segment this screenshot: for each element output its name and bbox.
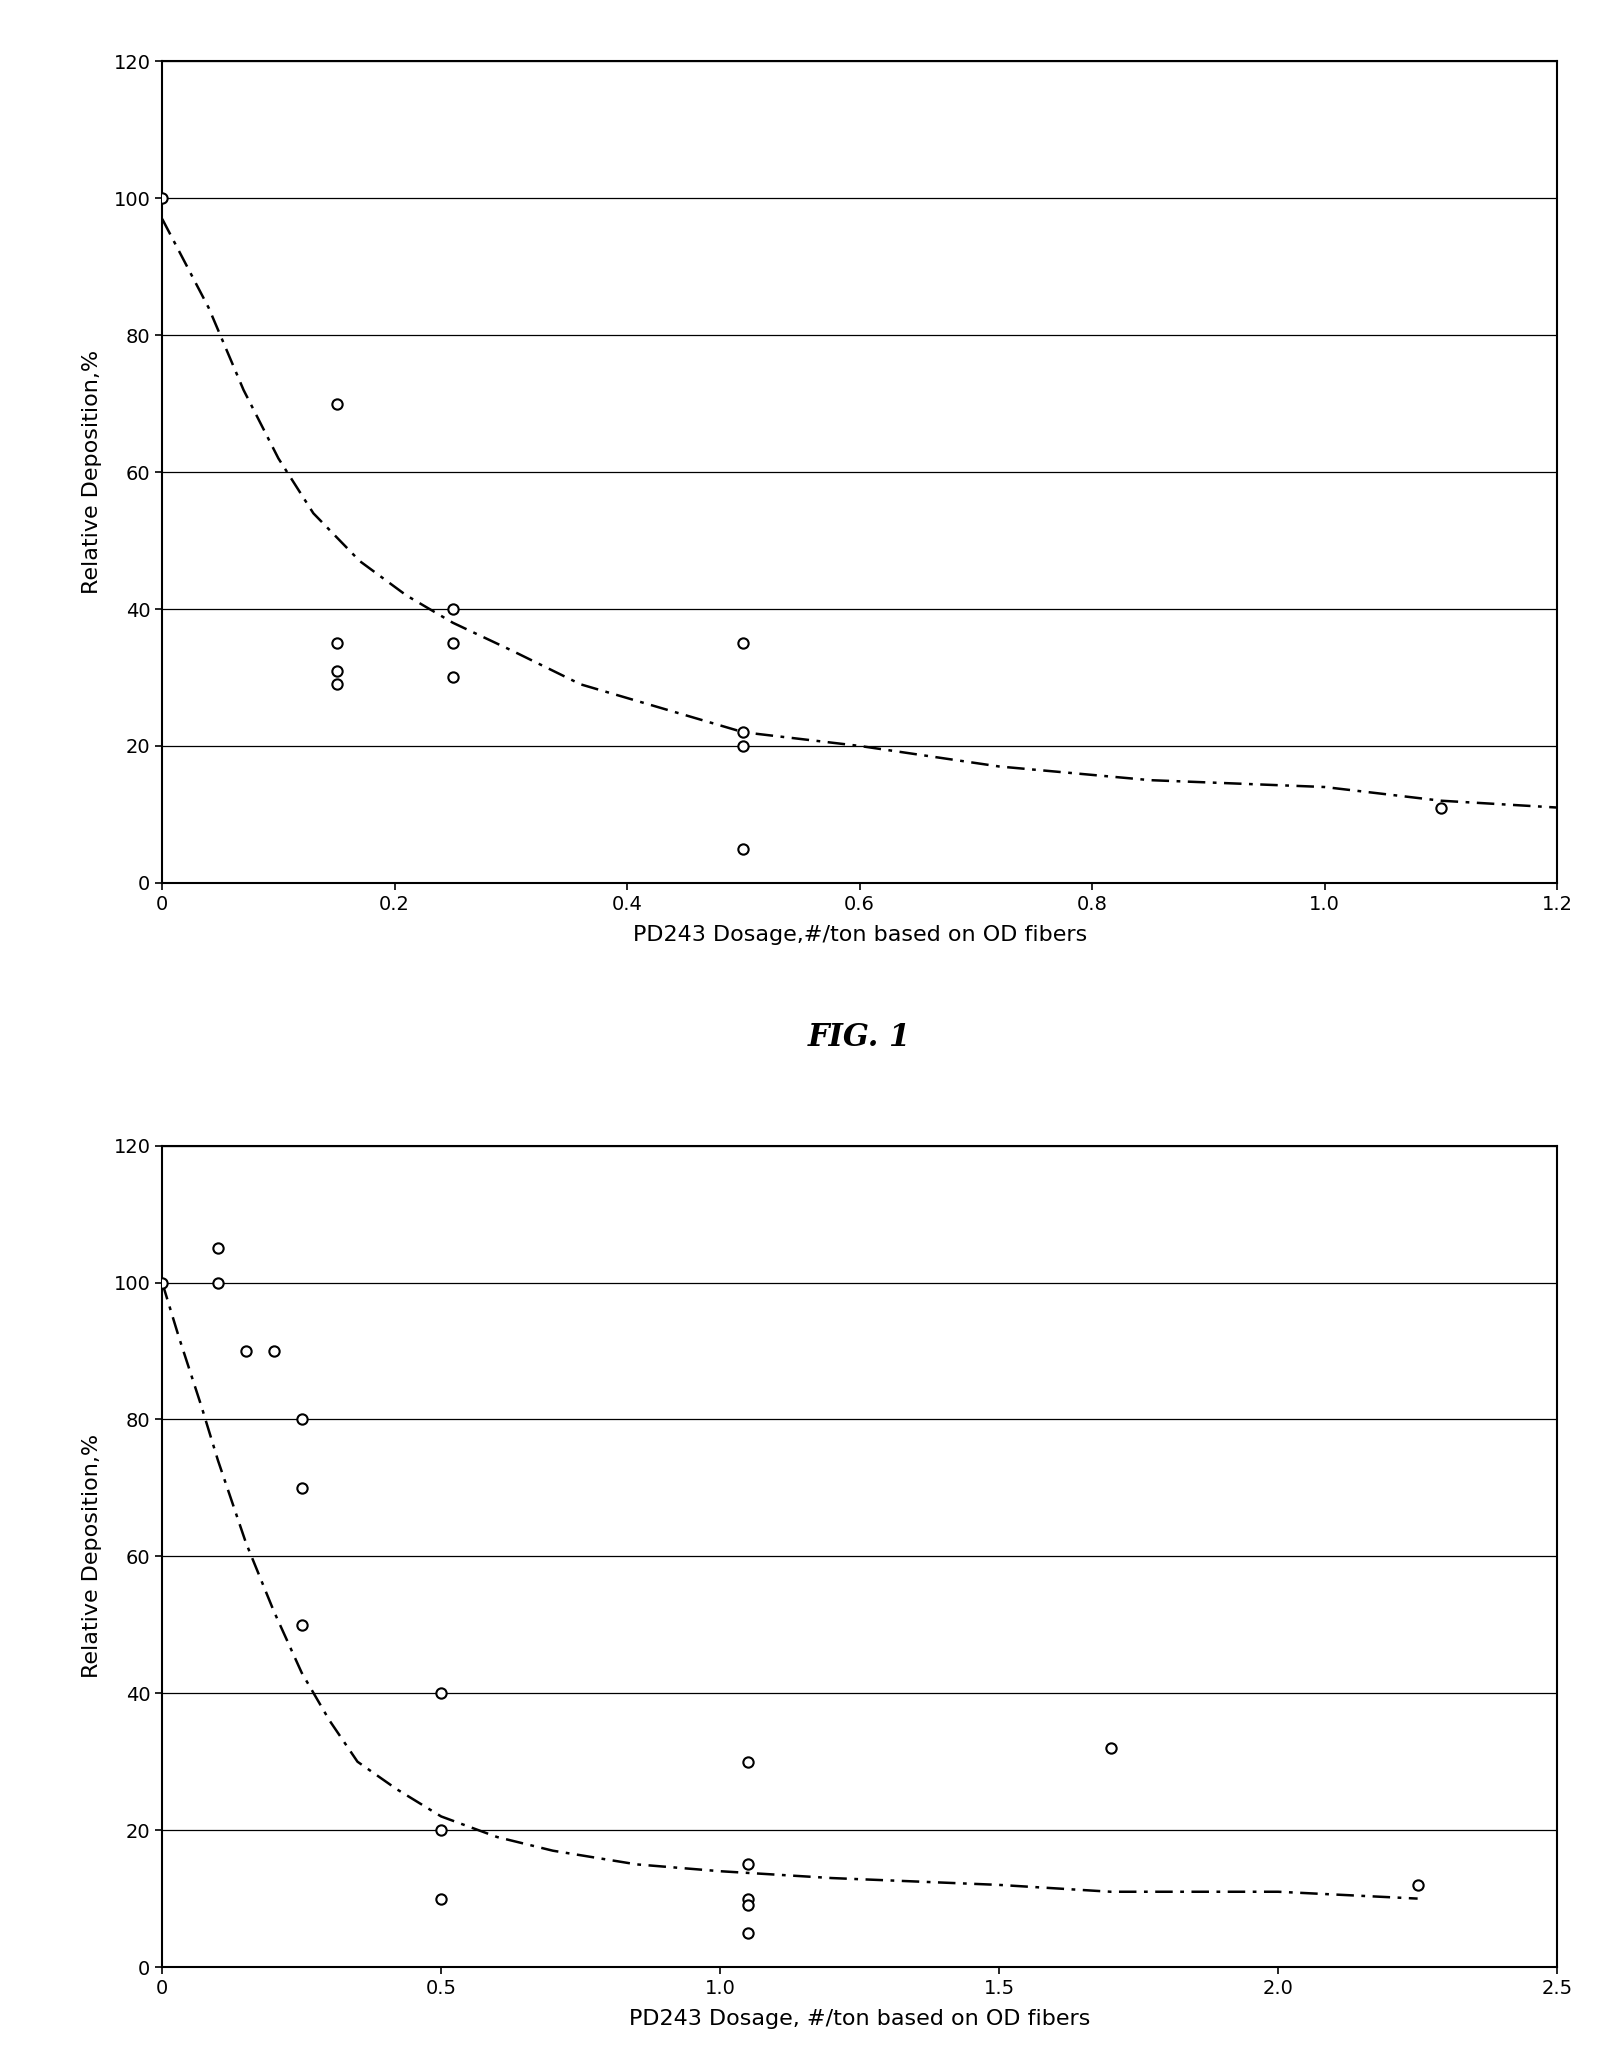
Point xyxy=(289,1608,315,1641)
Point xyxy=(204,1231,230,1264)
Point xyxy=(261,1334,287,1367)
Point xyxy=(428,1883,454,1916)
Point xyxy=(1405,1869,1431,1901)
Point xyxy=(234,1334,260,1367)
X-axis label: PD243 Dosage, #/ton based on OD fibers: PD243 Dosage, #/ton based on OD fibers xyxy=(629,2008,1090,2029)
Point xyxy=(428,1813,454,1846)
Y-axis label: Relative Deposition,%: Relative Deposition,% xyxy=(83,350,102,594)
Point xyxy=(735,1848,761,1881)
Point xyxy=(289,1471,315,1504)
Point xyxy=(735,1916,761,1949)
Point xyxy=(735,1746,761,1779)
Point xyxy=(149,182,175,215)
Point xyxy=(735,1883,761,1916)
Point xyxy=(323,387,350,420)
Point xyxy=(323,654,350,686)
Point xyxy=(289,1404,315,1436)
Point xyxy=(730,715,756,748)
Point xyxy=(149,1266,175,1299)
Point xyxy=(1427,791,1453,824)
Point xyxy=(440,662,466,695)
Point xyxy=(735,1889,761,1922)
Text: FIG. 1: FIG. 1 xyxy=(808,1022,912,1053)
Point xyxy=(730,627,756,660)
Point xyxy=(730,729,756,762)
Y-axis label: Relative Deposition,%: Relative Deposition,% xyxy=(83,1434,102,1678)
Point xyxy=(1098,1731,1124,1764)
Point xyxy=(428,1676,454,1709)
Point xyxy=(440,627,466,660)
Point xyxy=(730,832,756,865)
X-axis label: PD243 Dosage,#/ton based on OD fibers: PD243 Dosage,#/ton based on OD fibers xyxy=(633,924,1087,945)
Point xyxy=(323,668,350,701)
Point xyxy=(323,627,350,660)
Point xyxy=(440,592,466,625)
Point xyxy=(204,1266,230,1299)
